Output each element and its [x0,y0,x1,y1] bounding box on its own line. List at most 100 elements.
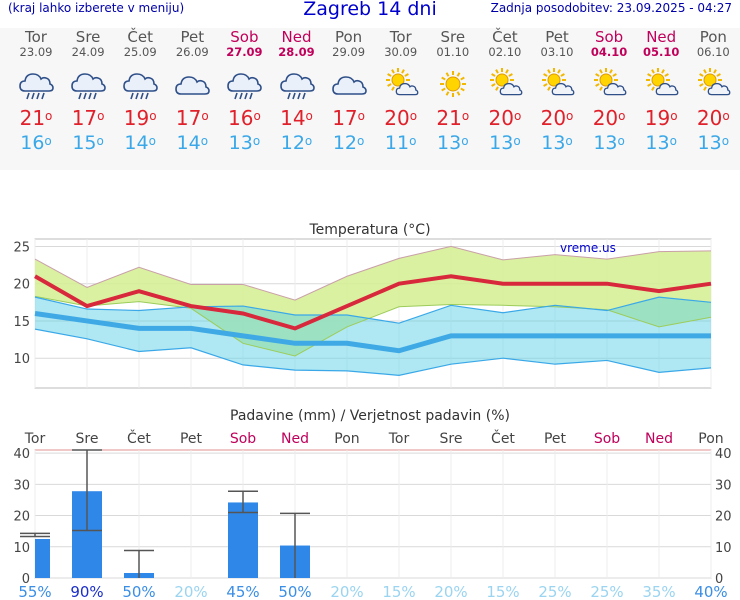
day-date: 02.10 [488,45,522,59]
precipitation-bar [228,502,258,578]
min-temp: 15o [72,132,104,154]
min-temp: 12o [280,132,313,154]
max-temp: 21o [436,106,470,130]
day-date: 05.10 [642,45,680,59]
day-date: 23.09 [19,45,53,59]
x-category-label: Pon [698,431,723,447]
rain-cloud-icon [123,73,158,100]
day-date: 27.09 [226,45,263,59]
day-name: Pon [699,28,727,46]
min-temp: 12o [332,132,365,154]
day-date: 26.09 [175,45,209,59]
precipitation-probability: 25% [590,583,623,600]
y-tick-label-right: 30 [715,478,732,493]
precipitation-probability: 20% [174,583,207,600]
sun-cloud-icon [489,68,523,96]
day-name: Sob [230,28,259,46]
x-category-label: Čet [491,429,515,447]
x-category-label: Sre [440,431,463,447]
day-column: Pet 03.10 20o 13o [531,28,583,155]
min-temp-series-line [34,311,711,354]
x-category-label: Pon [334,431,359,447]
precipitation-plot-area [34,449,712,579]
day-date: 24.09 [71,45,105,59]
day-column: Pon 29.09 17o 12o [323,28,375,155]
sun-cloud-icon [385,68,419,96]
day-name: Sre [440,28,466,46]
min-temp: 11o [384,132,417,154]
precipitation-probability: 35% [642,583,675,600]
precipitation-probability: 40% [694,583,727,600]
day-name: Ned [646,28,677,46]
day-name: Pet [545,28,569,46]
precipitation-probability: 25% [538,583,571,600]
x-category-label: Čet [127,429,151,447]
day-column: Ned 05.10 19o 13o [635,28,687,155]
day-name: Čet [127,28,153,46]
precipitation-chart-title: Padavine (mm) / Verjetnost padavin (%) [230,408,510,424]
x-category-label: Pet [544,431,567,447]
max-temp: 19o [644,106,678,130]
y-tick-label-right: 0 [715,572,723,587]
min-temp: 14o [124,132,156,154]
x-category-label: Pet [180,431,203,447]
location-menu-hint[interactable]: (kraj lahko izberete v meniju) [8,1,185,15]
min-temp: 13o [228,132,261,154]
max-temp-range-band [35,246,711,356]
max-temp: 21o [19,106,53,130]
day-column: Sob 04.10 20o 13o [583,28,635,155]
rain-cloud-icon [19,73,54,100]
max-temp-series-line [34,274,712,331]
day-column: Tor 30.09 20o 11o [375,28,427,155]
day-column: Pet 26.09 17o 14o [166,28,218,155]
day-date: 03.10 [540,45,574,59]
x-category-label: Sob [594,431,620,447]
min-temp: 13o [645,132,677,154]
y-tick-label: 15 [13,315,30,330]
precipitation-probability: 15% [486,583,519,600]
rain-cloud-icon [71,73,106,100]
min-temp-upper-line [34,296,712,324]
temperature-chart-title: Temperatura (°C) [308,222,430,238]
day-name: Tor [389,28,412,46]
y-tick-label-left: 40 [13,447,30,462]
x-category-label: Tor [388,431,410,447]
y-tick-label-right: 20 [715,510,732,525]
precipitation-probability: 20% [330,583,363,600]
watermark-text: vreme.us [560,241,616,255]
day-name: Sob [594,28,624,46]
day-name: Ned [281,28,312,46]
day-column: Čet 25.09 19o 14o [114,28,166,155]
max-temp: 20o [488,106,522,130]
page-title: Zagreb 14 dni [303,0,437,20]
x-category-label: Sre [76,431,99,447]
day-name: Sre [75,28,101,46]
day-name: Pon [334,28,363,46]
min-temp: 13o [541,132,573,154]
sun-cloud-icon [698,68,731,96]
min-temp: 13o [437,132,469,154]
sun-cloud-icon [646,68,679,96]
day-column: Tor 23.09 21o 16o [10,28,62,155]
day-name: Pet [180,28,205,46]
sun-cloud-icon [594,68,627,96]
max-temp: 17o [71,106,105,130]
y-tick-label: 10 [13,352,30,367]
daily-forecast-strip: Tor 23.09 21o 16o Sre 24.09 17o 15o Čet 25.09 19o 1… [0,28,740,170]
precipitation-probability: 50% [122,583,155,600]
max-temp: 20o [592,106,626,130]
min-temp: 13o [697,132,730,154]
max-temp: 16o [227,106,261,130]
max-temp: 20o [540,106,574,130]
y-tick-label: 20 [13,278,30,293]
max-temp-upper-line [34,245,712,301]
y-tick-label: 25 [13,240,30,255]
y-tick-label-left: 0 [22,572,30,587]
y-tick-label-right: 40 [715,447,732,462]
min-temp: 14o [176,132,209,154]
precipitation-probability: 45% [226,583,259,600]
max-temp: 20o [384,106,418,130]
rain-cloud-icon [227,73,263,100]
x-category-label: Sob [230,431,256,447]
y-tick-label-right: 10 [715,541,732,556]
